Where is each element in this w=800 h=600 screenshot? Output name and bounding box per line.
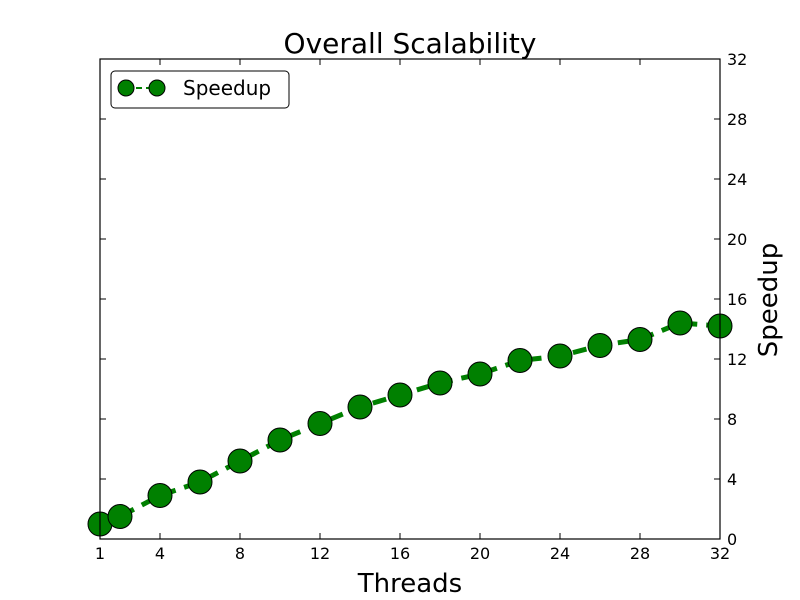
speedup-point <box>427 370 453 396</box>
x-tick-label: 20 <box>470 544 490 563</box>
speedup-point <box>307 411 333 436</box>
x-tick-label: 24 <box>550 544 570 563</box>
y-axis-label: Speedup <box>754 243 784 358</box>
legend-marker-left <box>117 79 135 97</box>
y-tick-label: 32 <box>727 50 747 69</box>
legend-marker-right <box>148 79 166 97</box>
x-tick-label: 28 <box>630 544 650 563</box>
speedup-point <box>347 394 373 420</box>
y-tick-label: 24 <box>727 170 747 189</box>
speedup-point <box>667 310 693 336</box>
speedup-point <box>467 361 493 387</box>
speedup-point <box>587 333 613 358</box>
y-tick-label: 20 <box>727 230 747 249</box>
speedup-point <box>227 448 253 474</box>
legend: Speedup <box>110 70 290 109</box>
legend-entry-speedup: Speedup <box>183 76 271 100</box>
speedup-point <box>547 343 573 369</box>
speedup-point <box>507 348 533 373</box>
y-tick-label: 28 <box>727 110 747 129</box>
chart-title: Overall Scalability <box>284 27 537 60</box>
x-tick-label: 32 <box>710 544 730 563</box>
plot-series-group <box>87 310 733 537</box>
speedup-point <box>187 469 213 495</box>
x-tick-group: 1 4 8 12 16 20 24 28 32 <box>95 59 730 563</box>
y-tick-label: 12 <box>727 350 747 369</box>
x-tick-label: 12 <box>310 544 330 563</box>
y-tick-label: 0 <box>727 530 737 549</box>
speedup-point <box>387 382 413 408</box>
x-tick-label: 1 <box>95 544 105 563</box>
y-tick-label: 4 <box>727 470 737 489</box>
x-tick-label: 4 <box>155 544 165 563</box>
x-tick-label: 16 <box>390 544 410 563</box>
y-tick-label: 16 <box>727 290 747 309</box>
y-tick-group: 0 4 8 12 16 20 24 28 32 <box>100 50 747 549</box>
speedup-point <box>147 483 173 508</box>
speedup-point <box>267 427 293 453</box>
y-tick-label: 8 <box>727 410 737 429</box>
x-axis-label: Threads <box>357 569 462 599</box>
x-tick-label: 8 <box>235 544 245 563</box>
speedup-point <box>107 504 133 529</box>
speedup-point <box>627 327 653 352</box>
